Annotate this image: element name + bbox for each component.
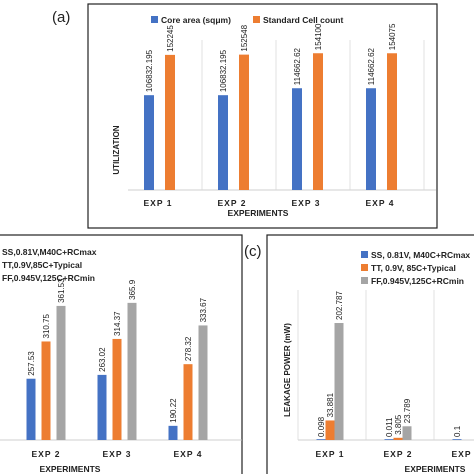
bar-b-2-1 [183, 364, 193, 440]
tick-label-a-2: EXP 3 [292, 198, 321, 208]
panel-c-label: (c) [244, 243, 262, 260]
bar-a-2-1 [313, 53, 323, 190]
bar-a-1-0 [218, 95, 228, 190]
panel-b-border [0, 234, 243, 474]
data-label-b-0-0: 257.53 [27, 351, 36, 376]
bar-c-1-0 [384, 439, 394, 440]
data-label-b-2-0: 190.22 [169, 398, 178, 423]
data-label-a-1-0: 106832.195 [219, 49, 228, 92]
data-label-a-1-1: 152548 [240, 24, 249, 51]
tick-label-a-0: EXP 1 [144, 198, 173, 208]
data-label-b-2-1: 278.32 [184, 336, 193, 361]
data-label-a-3-0: 114662.62 [367, 47, 376, 85]
data-label-a-3-1: 154075 [388, 23, 397, 50]
bar-c-2-0 [452, 439, 462, 440]
x-axis-title-a: EXPERIMENTS [228, 208, 289, 218]
data-label-c-1-2: 23.789 [403, 398, 412, 423]
bar-b-2-2 [198, 325, 208, 440]
legend-swatch-c-0 [361, 251, 368, 258]
legend-label-b-0: SS,0.81V,M40C+RCmax [2, 247, 97, 257]
x-axis-title-b: EXPERIMENTS [40, 464, 101, 474]
legend-label-a-1: Standard Cell count [263, 15, 343, 25]
legend-label-a-0: Core area (sqμm) [161, 15, 231, 25]
y-axis-title-a: UTILIZATION [112, 125, 121, 174]
data-label-c-2-0: 0.1 [453, 425, 462, 437]
bar-c-1-2 [402, 426, 412, 440]
data-label-a-2-0: 114662.62 [293, 47, 302, 85]
bar-b-0-2 [56, 305, 66, 440]
legend-label-c-2: FF,0.945V,125C+RCmin [371, 276, 464, 286]
bar-c-0-1 [325, 420, 335, 440]
bar-a-0-1 [165, 54, 175, 190]
bar-a-0-0 [144, 95, 154, 190]
data-label-b-1-2: 365.9 [128, 279, 137, 300]
data-label-b-2-2: 333.67 [199, 297, 208, 322]
tick-label-b-2: EXP 4 [174, 449, 203, 459]
tick-label-c-1: EXP 2 [384, 449, 413, 459]
legend-label-b-1: TT,0.9V,85C+Typical [2, 260, 82, 270]
legend-label-b-2: FF,0.945V,125C+RCmin [2, 273, 95, 283]
panel-a-label: (a) [52, 9, 70, 26]
data-label-b-0-2: 361.53 [57, 278, 66, 303]
tick-label-c-0: EXP 1 [316, 449, 345, 459]
y-axis-title-c: LEAKAGE POWER (mW) [283, 323, 292, 417]
bar-b-0-1 [41, 341, 51, 440]
tick-label-b-1: EXP 3 [103, 449, 132, 459]
panel-a-border [87, 3, 438, 229]
bar-a-2-0 [292, 88, 302, 190]
legend-label-c-1: TT, 0.9V, 85C+Typical [371, 263, 456, 273]
data-label-c-0-1: 33.881 [326, 392, 335, 417]
data-label-a-2-1: 154100 [314, 23, 323, 50]
bar-a-3-1 [387, 53, 397, 190]
tick-label-b-0: EXP 2 [32, 449, 61, 459]
tick-label-a-3: EXP 4 [366, 198, 395, 208]
data-label-a-0-0: 106832.195 [145, 49, 154, 92]
data-label-b-1-1: 314.37 [113, 311, 122, 336]
data-label-b-1-0: 263.02 [98, 347, 107, 372]
legend-swatch-c-2 [361, 277, 368, 284]
bar-b-2-0 [168, 425, 178, 440]
panel-c-border [266, 234, 474, 474]
legend-swatch-a-0 [151, 16, 158, 23]
data-label-c-1-1: 3.805 [394, 414, 403, 435]
bar-c-0-0 [316, 439, 326, 440]
bar-c-1-1 [393, 437, 403, 440]
x-axis-title-c: EXPERIMENTS [405, 464, 466, 474]
bar-a-3-0 [366, 88, 376, 190]
bar-c-0-2 [334, 323, 344, 440]
data-label-a-0-1: 152245 [166, 25, 175, 52]
tick-label-c-2: EXP 3 [452, 449, 474, 459]
bar-b-1-2 [127, 302, 137, 440]
bar-b-1-0 [97, 374, 107, 440]
data-label-c-0-0: 0.098 [317, 416, 326, 437]
data-label-b-0-1: 310.75 [42, 313, 51, 338]
bar-a-1-1 [239, 54, 249, 191]
legend-swatch-a-1 [253, 16, 260, 23]
data-label-c-1-0: 0.011 [385, 417, 394, 437]
bar-b-0-0 [26, 378, 36, 440]
legend-label-c-0: SS, 0.81V, M40C+RCmax [371, 250, 470, 260]
data-label-c-0-2: 202.787 [335, 291, 344, 320]
bar-b-1-1 [112, 338, 122, 440]
legend-swatch-c-1 [361, 264, 368, 271]
tick-label-a-1: EXP 2 [218, 198, 247, 208]
